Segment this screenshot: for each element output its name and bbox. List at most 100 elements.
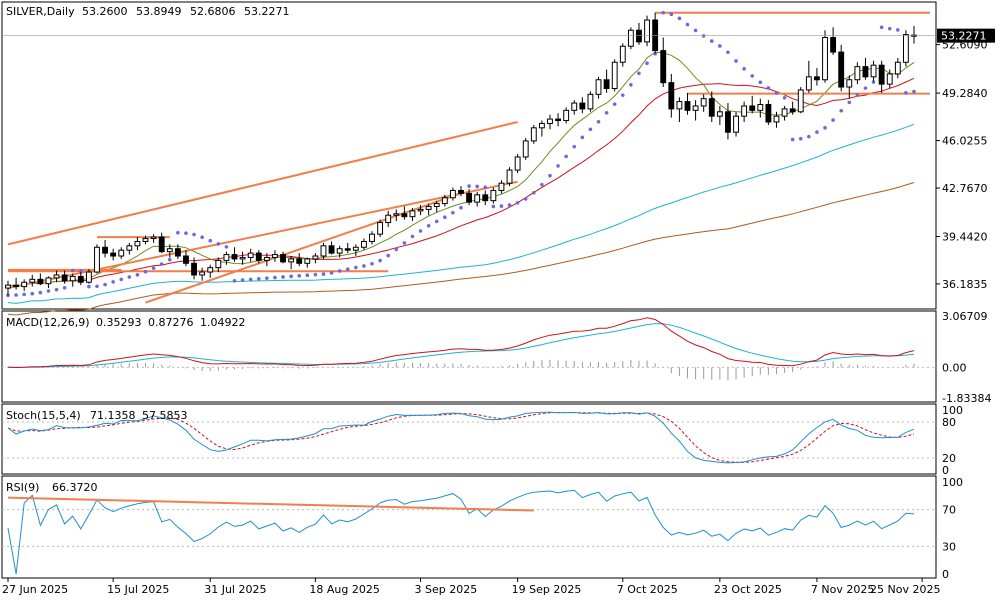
- sar-dot: [863, 86, 868, 90]
- rsi-trendline: [7, 496, 534, 512]
- sar-dot: [879, 25, 884, 30]
- candle-body: [466, 192, 473, 203]
- sar-dot: [46, 289, 51, 293]
- candle-body: [77, 275, 84, 283]
- stoch-tick-label: 0: [942, 464, 949, 477]
- price-tick-label: 52.6090: [942, 39, 988, 52]
- candle-body: [304, 258, 311, 264]
- sar-dot: [345, 267, 350, 271]
- candle-body: [37, 278, 44, 285]
- candle-body: [854, 66, 861, 81]
- candle-body: [644, 19, 650, 43]
- candle-body: [255, 252, 262, 261]
- sar-dot: [653, 51, 657, 56]
- sar-dot: [855, 93, 860, 97]
- sar-dot: [410, 234, 415, 239]
- trendline-channel-upper: [7, 121, 518, 246]
- sar-dot: [281, 275, 285, 279]
- sar-dot: [402, 241, 407, 245]
- sar-dot: [556, 164, 560, 168]
- candle-body: [94, 246, 100, 273]
- ohlc-high: 53.8949: [136, 5, 182, 18]
- sar-dot: [70, 268, 75, 273]
- sar-dot: [337, 269, 342, 273]
- sar-dot: [378, 258, 382, 263]
- sar-dot: [370, 261, 374, 266]
- sar-dot: [758, 80, 763, 85]
- candle-body: [603, 79, 610, 89]
- candle-body: [458, 189, 464, 194]
- sar-dot: [823, 126, 827, 130]
- sar-dot: [499, 204, 504, 208]
- sar-dot: [887, 26, 892, 31]
- candle-body: [676, 101, 683, 110]
- sar-dot: [548, 173, 552, 178]
- candle-body: [134, 240, 141, 247]
- sar-dot: [718, 44, 722, 48]
- candle-body: [838, 51, 845, 88]
- candle-body: [538, 122, 545, 129]
- sar-dot: [216, 242, 221, 246]
- sar-dot: [151, 266, 156, 270]
- sar-dot: [515, 200, 520, 205]
- stoch-tick-label: 100: [942, 404, 963, 417]
- candle-body: [401, 213, 408, 218]
- candle-body: [174, 248, 181, 257]
- candle-body: [846, 79, 853, 88]
- stoch-tick-label: 80: [942, 416, 956, 429]
- sar-dot: [491, 204, 496, 209]
- sar-dot: [386, 253, 390, 258]
- candle-body: [652, 19, 659, 52]
- candle-body: [417, 208, 424, 212]
- macd-value-signal: 0.87276: [148, 316, 194, 329]
- sar-dot: [103, 282, 107, 287]
- candle-body: [158, 236, 165, 253]
- sar-dot: [847, 100, 852, 105]
- candle-body: [886, 73, 893, 85]
- candle-body: [247, 252, 254, 258]
- sar-dot: [354, 265, 358, 270]
- candle-body: [902, 34, 909, 63]
- candle-body: [522, 140, 529, 158]
- sar-dot: [143, 269, 148, 274]
- sar-dot: [532, 191, 536, 195]
- ohlc-close: 53.2271: [244, 5, 290, 18]
- rsi-tick-label: 0: [942, 568, 949, 581]
- candle-body: [668, 82, 675, 110]
- candle-body: [425, 205, 432, 210]
- candle-body: [611, 61, 618, 89]
- ma-fast-line: [7, 51, 915, 287]
- sar-dot: [572, 144, 577, 149]
- sar-dot: [62, 285, 67, 290]
- candle-body: [749, 105, 756, 111]
- stoch-main-line: [7, 411, 915, 464]
- candle-body: [296, 258, 303, 264]
- sar-dot: [256, 277, 261, 281]
- candle-body: [587, 93, 594, 110]
- candle-body: [393, 213, 400, 216]
- candle-body: [555, 118, 561, 122]
- sar-dot: [790, 137, 795, 142]
- sar-dot: [451, 210, 455, 215]
- sar-dot: [30, 291, 35, 296]
- candle-body: [870, 64, 877, 78]
- trendline-channel-inner: [145, 192, 462, 304]
- candle-body: [619, 45, 626, 63]
- sar-dot: [467, 184, 471, 188]
- sar-dot: [224, 245, 229, 249]
- sar-dot: [394, 247, 399, 252]
- sar-dot: [127, 275, 132, 279]
- sar-dot: [645, 61, 649, 66]
- ma-mid-line: [7, 77, 915, 287]
- candle-body: [814, 76, 820, 81]
- candle-body: [85, 271, 92, 283]
- date-tick-label: 15 Jul 2025: [107, 583, 169, 596]
- candle-body: [563, 109, 570, 122]
- candle-body: [482, 194, 489, 202]
- candle-body: [474, 194, 481, 203]
- candle-body: [328, 245, 335, 254]
- candle-body: [692, 105, 699, 111]
- candle-body: [5, 284, 11, 289]
- ma-slow-blue-line: [7, 123, 915, 304]
- macd-main-line: [7, 317, 915, 369]
